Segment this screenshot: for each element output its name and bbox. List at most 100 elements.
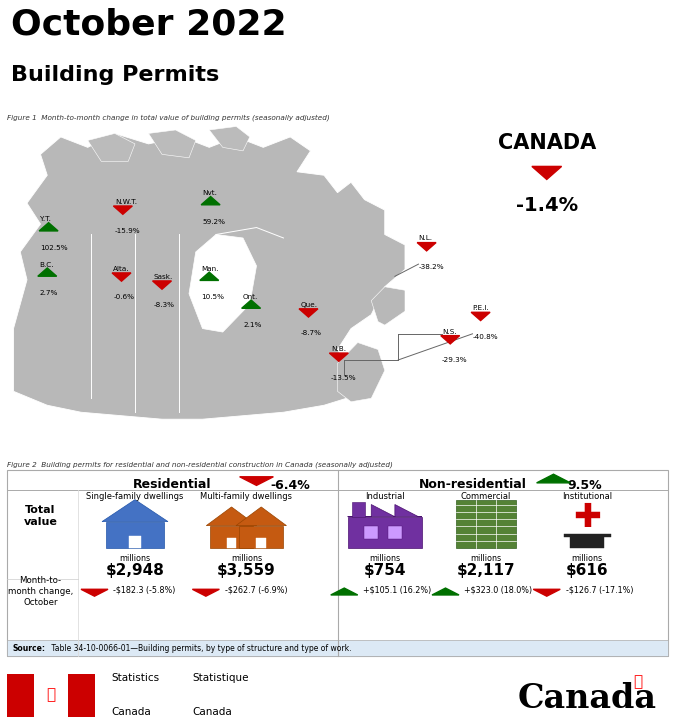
Text: N.L.: N.L. [418, 235, 433, 242]
Text: millions: millions [119, 553, 151, 563]
Polygon shape [236, 507, 286, 526]
Text: Sask.: Sask. [154, 274, 173, 280]
Polygon shape [432, 588, 459, 595]
Polygon shape [81, 590, 108, 596]
Polygon shape [471, 312, 490, 321]
Text: -1.4%: -1.4% [516, 196, 578, 215]
Text: -15.9%: -15.9% [115, 227, 140, 234]
Text: 59.2%: 59.2% [202, 219, 225, 225]
Polygon shape [112, 273, 131, 281]
Text: $616: $616 [566, 563, 609, 578]
Text: -$262.7 (-6.9%): -$262.7 (-6.9%) [225, 586, 288, 595]
Text: millions: millions [572, 553, 603, 563]
Bar [570, 537, 604, 548]
Bar [7, 640, 668, 656]
Text: Multi-family dwellings: Multi-family dwellings [200, 492, 292, 500]
Text: $754: $754 [364, 563, 406, 578]
Polygon shape [148, 130, 196, 158]
Polygon shape [102, 499, 168, 521]
Text: Commercial: Commercial [461, 492, 511, 500]
Bar [256, 538, 266, 548]
Polygon shape [371, 287, 405, 325]
Text: Building Permits: Building Permits [11, 65, 219, 85]
Text: Source:: Source: [12, 643, 45, 653]
Text: Alta.: Alta. [113, 266, 130, 272]
Text: +$323.0 (18.0%): +$323.0 (18.0%) [464, 586, 533, 595]
Text: Canada: Canada [192, 707, 232, 717]
Bar [7, 674, 34, 717]
Polygon shape [207, 507, 256, 526]
Text: Que.: Que. [300, 302, 317, 308]
Polygon shape [533, 590, 560, 596]
Bar [68, 674, 94, 717]
Text: $2,117: $2,117 [457, 563, 515, 578]
Bar [388, 526, 402, 539]
Text: B.C.: B.C. [39, 261, 53, 268]
Bar [129, 537, 141, 548]
Polygon shape [329, 353, 348, 362]
Text: Institutional: Institutional [562, 492, 612, 500]
Bar [352, 502, 365, 517]
Polygon shape [201, 197, 220, 205]
Text: 10.5%: 10.5% [201, 295, 224, 301]
Text: 2.1%: 2.1% [243, 322, 261, 328]
Polygon shape [39, 223, 58, 231]
Text: -29.3%: -29.3% [442, 357, 468, 363]
Polygon shape [299, 309, 318, 317]
Text: P.E.I.: P.E.I. [472, 305, 489, 311]
Text: $3,559: $3,559 [217, 563, 276, 578]
Bar [209, 526, 254, 548]
Polygon shape [38, 268, 57, 277]
Text: -0.6%: -0.6% [113, 295, 134, 301]
Bar [227, 538, 236, 548]
Text: 2.7%: 2.7% [39, 290, 57, 296]
Text: October 2022: October 2022 [11, 8, 286, 42]
Bar [348, 517, 422, 548]
Text: N.W.T.: N.W.T. [115, 199, 137, 205]
Text: -40.8%: -40.8% [472, 334, 498, 340]
Text: N.S.: N.S. [442, 328, 457, 335]
Text: -$126.7 (-17.1%): -$126.7 (-17.1%) [566, 586, 633, 595]
Text: -$182.3 (-5.8%): -$182.3 (-5.8%) [113, 586, 176, 595]
Text: millions: millions [369, 553, 400, 563]
Text: Month-to-
month change,
October: Month-to- month change, October [8, 576, 73, 607]
Text: +$105.1 (16.2%): +$105.1 (16.2%) [363, 586, 431, 595]
Bar [364, 526, 378, 539]
Text: Non-residential: Non-residential [418, 478, 526, 492]
Text: -6.4%: -6.4% [270, 479, 310, 492]
Polygon shape [338, 343, 385, 401]
Text: -13.5%: -13.5% [331, 375, 356, 380]
Bar [107, 521, 163, 548]
Text: N.B.: N.B. [331, 346, 346, 352]
Text: -8.3%: -8.3% [154, 303, 175, 309]
Text: 🍁: 🍁 [633, 674, 643, 689]
Polygon shape [88, 134, 135, 161]
Bar [37, 674, 64, 717]
Text: Nvt.: Nvt. [202, 190, 217, 196]
Polygon shape [14, 134, 405, 419]
Text: Canada: Canada [518, 682, 657, 714]
Polygon shape [441, 335, 460, 344]
Text: Industrial: Industrial [365, 492, 404, 500]
Text: $2,948: $2,948 [105, 563, 165, 578]
Text: Canada: Canada [111, 707, 151, 717]
Text: Ont.: Ont. [243, 293, 259, 300]
Text: millions: millions [470, 553, 502, 563]
Polygon shape [240, 477, 273, 486]
Polygon shape [242, 300, 261, 309]
Text: ✚: ✚ [573, 502, 601, 534]
Text: millions: millions [231, 553, 262, 563]
Bar [564, 534, 611, 537]
Text: -8.7%: -8.7% [300, 330, 321, 336]
Polygon shape [200, 272, 219, 280]
Bar [456, 499, 516, 548]
Text: Single-family dwellings: Single-family dwellings [86, 492, 184, 500]
Text: Y.T.: Y.T. [40, 216, 51, 222]
Text: 102.5%: 102.5% [40, 245, 68, 251]
Text: Residential: Residential [133, 478, 211, 492]
Text: Statistique: Statistique [192, 673, 249, 682]
Polygon shape [113, 206, 132, 214]
Text: Table 34-10-0066-01—Building permits, by type of structure and type of work.: Table 34-10-0066-01—Building permits, by… [49, 643, 352, 653]
Bar [240, 526, 284, 548]
Text: CANADA: CANADA [497, 134, 596, 153]
